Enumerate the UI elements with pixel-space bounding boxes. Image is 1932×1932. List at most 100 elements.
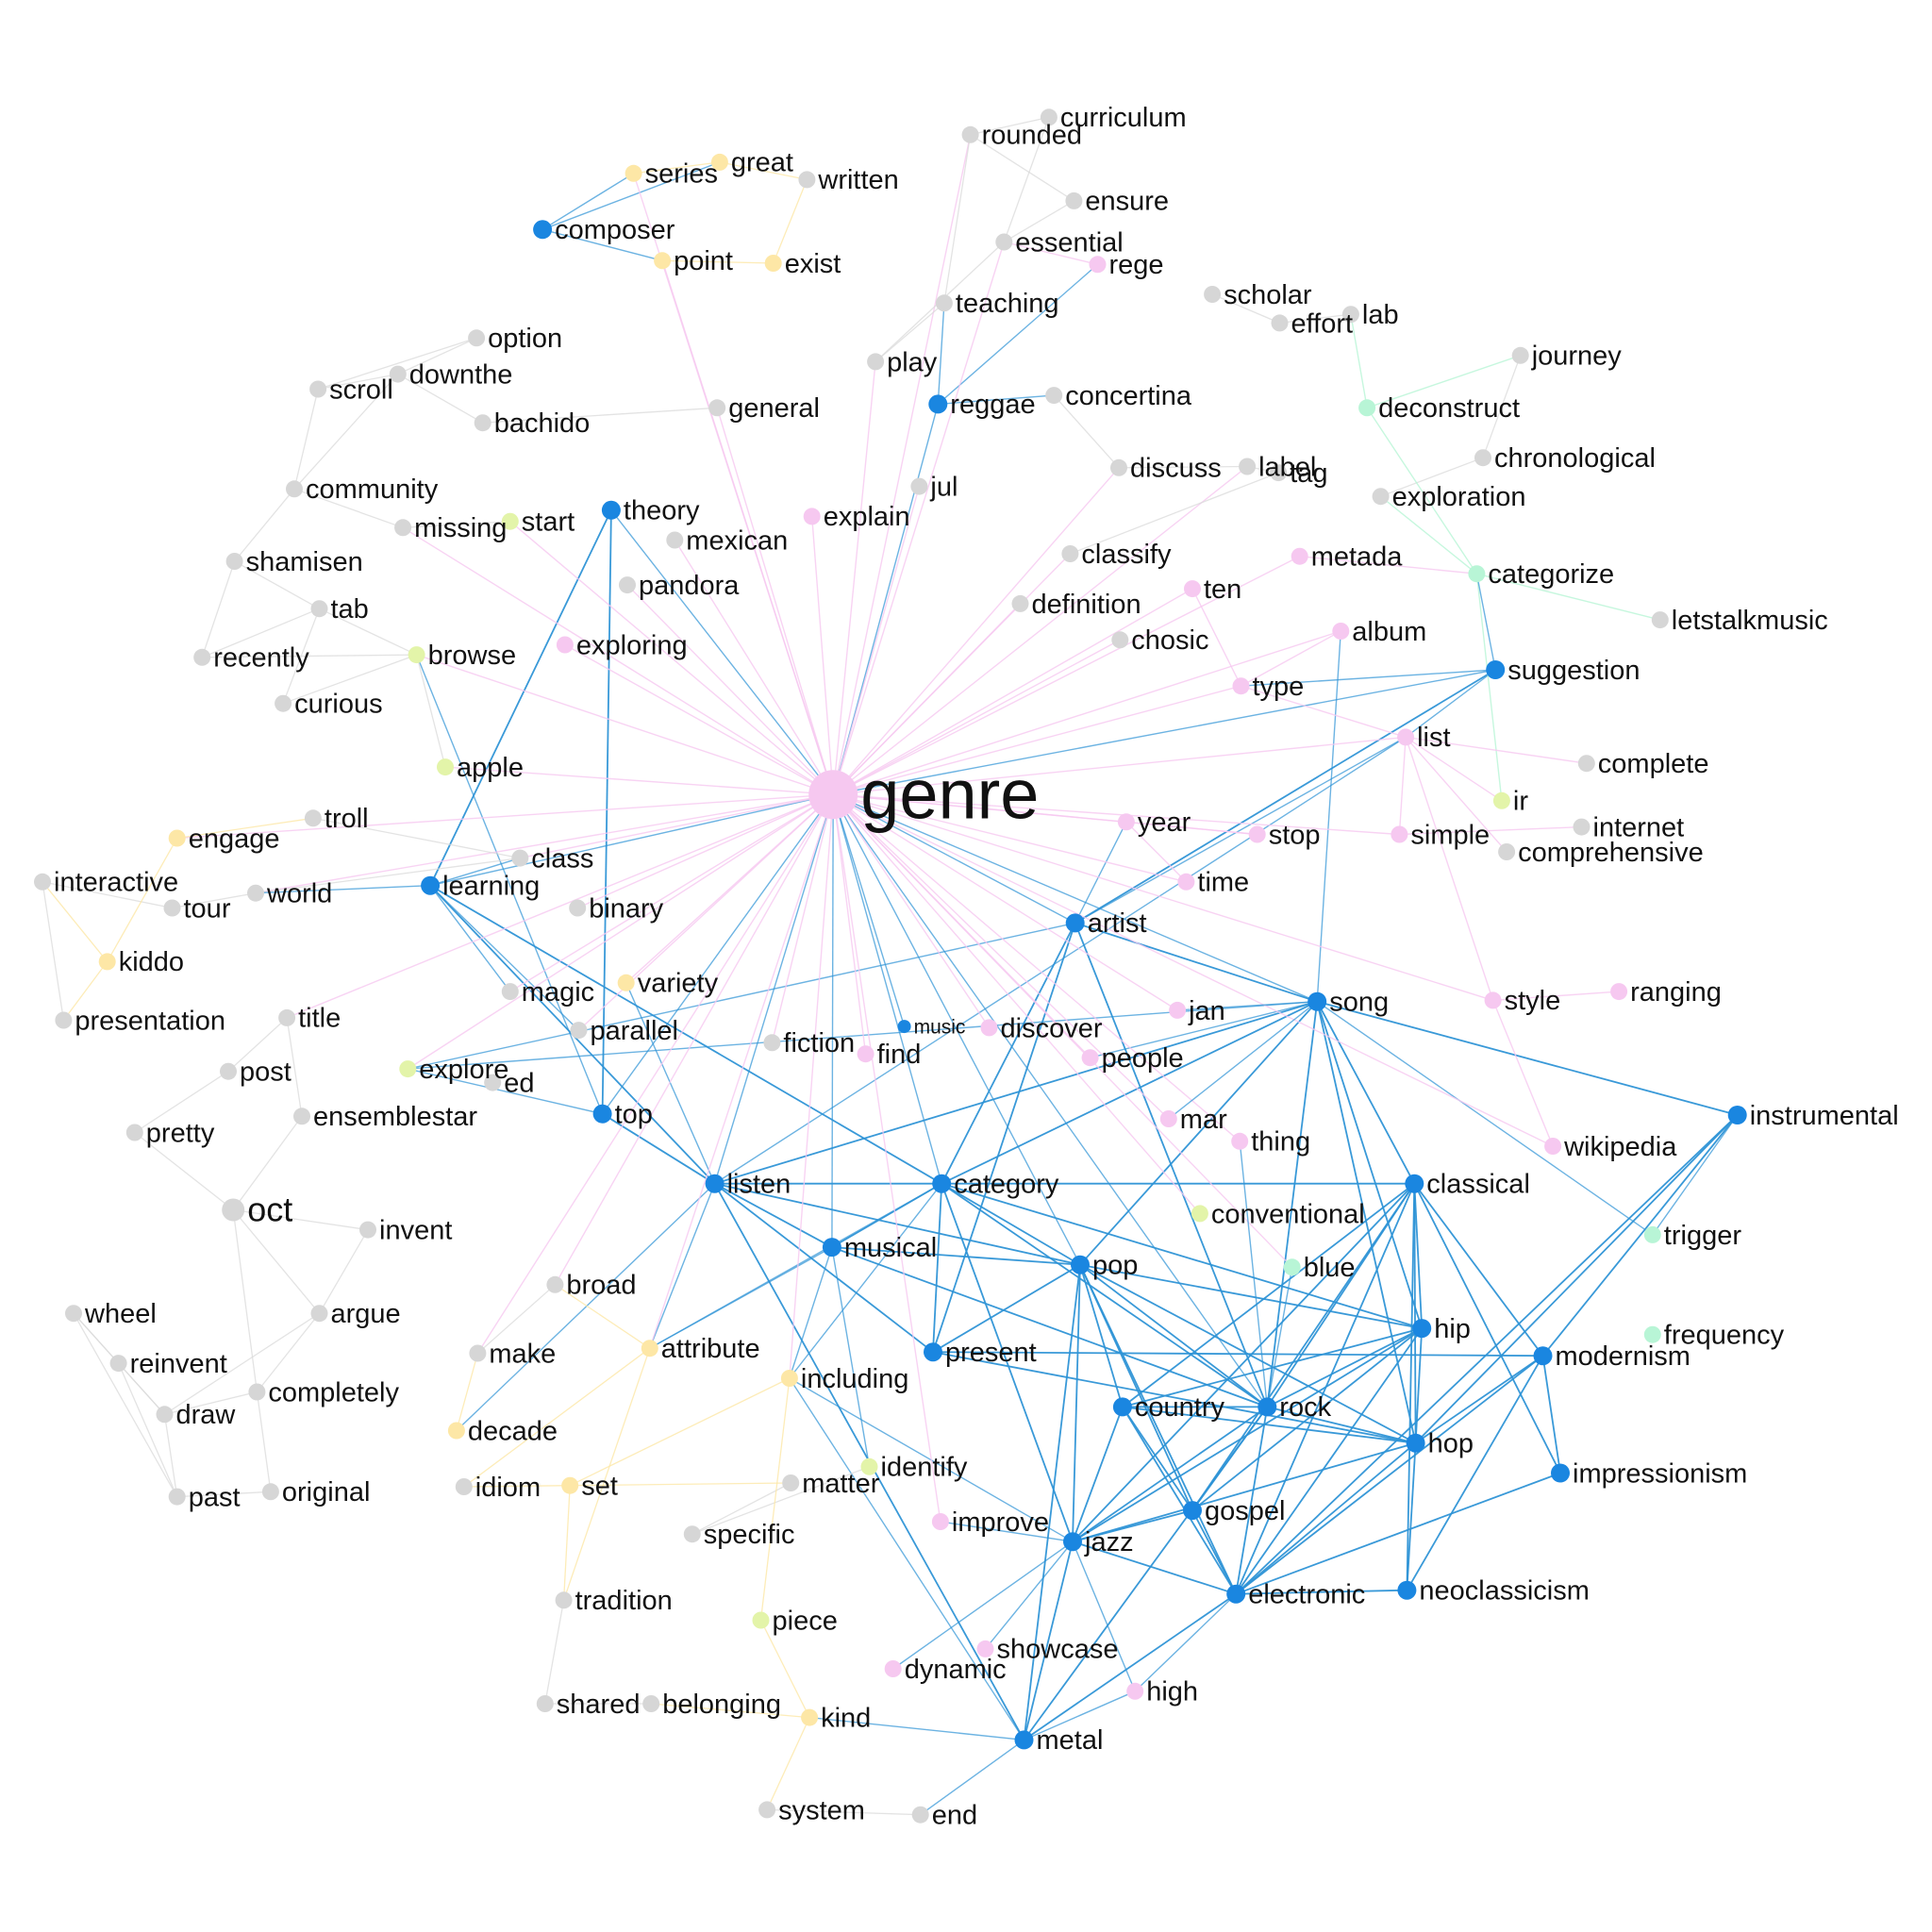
node-mar[interactable] (1159, 1110, 1177, 1127)
node-genre[interactable] (808, 770, 858, 820)
node-recently[interactable] (193, 648, 211, 666)
node-fiction[interactable] (763, 1034, 781, 1052)
node-explain[interactable] (803, 508, 821, 525)
node-system[interactable] (758, 1801, 776, 1819)
node-magic[interactable] (501, 983, 519, 1001)
node-suggestion[interactable] (1486, 660, 1506, 679)
node-belonging[interactable] (642, 1695, 660, 1712)
node-blue[interactable] (1283, 1258, 1301, 1276)
node-curious[interactable] (275, 694, 292, 712)
node-letstalkmusic[interactable] (1651, 611, 1669, 629)
node-definition[interactable] (1011, 594, 1029, 612)
node-completely[interactable] (248, 1383, 266, 1401)
node-jazz[interactable] (1063, 1532, 1082, 1552)
node-discuss[interactable] (1110, 458, 1127, 476)
node-music[interactable] (897, 1020, 911, 1034)
node-idiom[interactable] (455, 1478, 473, 1495)
node-exploring[interactable] (556, 636, 574, 654)
node-hip[interactable] (1412, 1319, 1432, 1339)
node-exploration[interactable] (1372, 488, 1390, 506)
node-hop[interactable] (1406, 1433, 1425, 1453)
node-explore[interactable] (399, 1060, 417, 1078)
node-presentation[interactable] (55, 1011, 73, 1029)
node-metal[interactable] (1014, 1730, 1034, 1750)
node-song[interactable] (1307, 991, 1327, 1011)
node-gospel[interactable] (1183, 1501, 1202, 1521)
node-point[interactable] (654, 252, 672, 270)
node-pandora[interactable] (619, 576, 636, 594)
node-broad[interactable] (546, 1275, 564, 1293)
node-reggae[interactable] (928, 394, 948, 414)
node-neoclassicism[interactable] (1397, 1580, 1417, 1600)
node-composer[interactable] (533, 220, 553, 240)
node-pop[interactable] (1071, 1255, 1090, 1274)
node-conventional[interactable] (1191, 1205, 1208, 1223)
node-apple[interactable] (437, 758, 454, 776)
node-jul[interactable] (910, 477, 928, 495)
node-present[interactable] (924, 1342, 942, 1362)
node-category[interactable] (932, 1174, 952, 1193)
node-comprehensive[interactable] (1498, 843, 1516, 860)
node-time[interactable] (1177, 873, 1195, 891)
node-rock[interactable] (1257, 1397, 1277, 1417)
node-interactive[interactable] (34, 873, 51, 891)
node-ranging[interactable] (1610, 983, 1628, 1001)
node-original[interactable] (261, 1483, 279, 1501)
node-binary[interactable] (569, 899, 587, 917)
node-deconstruct[interactable] (1358, 399, 1376, 417)
node-dynamic[interactable] (884, 1660, 902, 1677)
node-world[interactable] (247, 884, 264, 902)
node-attribute[interactable] (641, 1340, 658, 1357)
node-ensemblestar[interactable] (293, 1108, 310, 1125)
node-artist[interactable] (1065, 913, 1085, 933)
node-musical[interactable] (822, 1238, 841, 1257)
node-style[interactable] (1484, 991, 1502, 1009)
node-set[interactable] (561, 1476, 579, 1494)
node-metada[interactable] (1291, 547, 1308, 565)
node-teaching[interactable] (935, 294, 953, 312)
node-theory[interactable] (601, 500, 621, 520)
node-make[interactable] (469, 1344, 487, 1362)
node-instrumental[interactable] (1727, 1106, 1747, 1124)
node-tour[interactable] (163, 899, 181, 917)
node-bachido[interactable] (474, 414, 491, 432)
node-ten[interactable] (1184, 580, 1201, 598)
node-play[interactable] (867, 353, 885, 371)
node-missing[interactable] (394, 519, 412, 537)
node-great[interactable] (710, 153, 728, 171)
node-wheel[interactable] (65, 1305, 82, 1323)
node-classify[interactable] (1061, 545, 1079, 562)
node-electronic[interactable] (1226, 1584, 1246, 1604)
node-people[interactable] (1081, 1049, 1099, 1067)
node-mexican[interactable] (666, 531, 684, 549)
node-general[interactable] (708, 399, 726, 417)
node-series[interactable] (625, 164, 642, 182)
node-trigger[interactable] (1643, 1225, 1661, 1243)
node-specific[interactable] (683, 1525, 701, 1543)
node-essential[interactable] (995, 233, 1013, 251)
node-tab[interactable] (310, 600, 328, 618)
node-chronological[interactable] (1474, 449, 1491, 467)
node-kiddo[interactable] (98, 953, 116, 971)
node-stop[interactable] (1248, 825, 1266, 843)
node-kind[interactable] (801, 1708, 819, 1726)
node-wikipedia[interactable] (1544, 1138, 1562, 1155)
node-simple[interactable] (1391, 825, 1408, 843)
node-rounded[interactable] (961, 125, 979, 143)
node-option[interactable] (468, 329, 486, 347)
node-jan[interactable] (1169, 1001, 1187, 1019)
node-ed[interactable] (484, 1074, 502, 1091)
node-reinvent[interactable] (109, 1355, 127, 1373)
node-journey[interactable] (1511, 346, 1529, 364)
node-downthe[interactable] (389, 365, 407, 383)
node-parallel[interactable] (570, 1022, 588, 1040)
node-matter[interactable] (782, 1474, 800, 1491)
node-categorize[interactable] (1468, 565, 1486, 583)
node-piece[interactable] (752, 1611, 770, 1629)
node-effort[interactable] (1271, 314, 1289, 332)
node-country[interactable] (1112, 1397, 1132, 1417)
node-complete[interactable] (1577, 755, 1595, 773)
node-including[interactable] (780, 1370, 798, 1387)
node-written[interactable] (798, 171, 816, 189)
node-album[interactable] (1332, 623, 1350, 640)
